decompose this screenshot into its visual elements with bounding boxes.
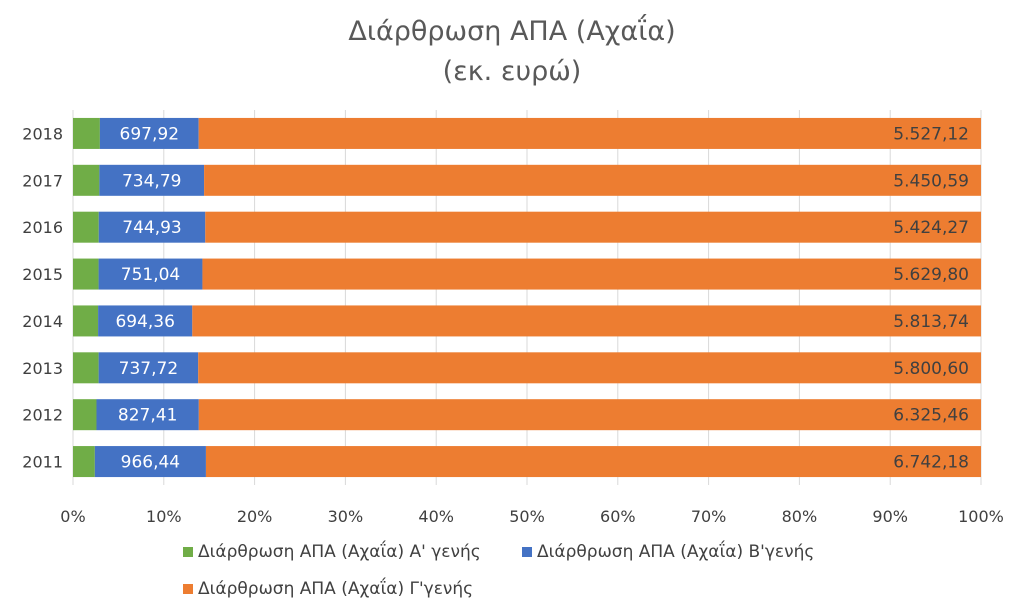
data-label: 744,93	[122, 218, 181, 238]
y-tick-label: 2017	[22, 171, 63, 190]
bar-segment	[96, 399, 199, 431]
data-label: 737,72	[119, 359, 178, 379]
bar-segment	[99, 117, 199, 149]
y-tick-label: 2014	[22, 312, 63, 331]
bar-segment	[73, 211, 99, 243]
y-tick-label: 2011	[22, 453, 63, 472]
x-tick-label: 70%	[691, 507, 727, 526]
x-tick-label: 0%	[60, 507, 85, 526]
y-tick-label: 2018	[22, 124, 63, 143]
data-label: 6.325,46	[893, 406, 969, 426]
bar-segment	[98, 352, 199, 384]
bar-segment	[99, 164, 205, 196]
bar-segment	[73, 164, 100, 196]
bar-segment	[73, 352, 99, 384]
chart-subtitle: (εκ. ευρώ)	[442, 56, 582, 87]
bar-segment	[202, 258, 981, 290]
legend-item-a: Διάρθρωση ΑΠΑ (Αχαΐα) Α' γενής	[183, 542, 481, 562]
data-label: 5.450,59	[893, 171, 969, 191]
data-label: 5.424,27	[893, 218, 969, 238]
bar-segment	[98, 305, 193, 337]
legend-label-b: Διάρθρωση ΑΠΑ (Αχαΐα) Β'γενής	[537, 542, 815, 562]
bar-segment	[73, 399, 97, 431]
bar-segment	[198, 399, 981, 431]
bar-segment	[198, 117, 982, 149]
y-tick-label: 2016	[22, 218, 63, 237]
legend-swatch-a	[183, 547, 193, 557]
bar-segment	[98, 211, 206, 243]
legend-swatch-b	[522, 547, 532, 557]
legend-label-c: Διάρθρωση ΑΠΑ (Αχαΐα) Γ'γενής	[198, 579, 474, 599]
data-label: 694,36	[115, 312, 174, 332]
x-tick-label: 40%	[418, 507, 454, 526]
chart-title: Διάρθρωση ΑΠΑ (Αχαΐα)	[348, 16, 676, 47]
x-tick-label: 10%	[146, 507, 182, 526]
x-tick-label: 20%	[237, 507, 273, 526]
data-label: 5.629,80	[893, 265, 969, 285]
bar-segment	[73, 305, 99, 337]
bar-segment	[192, 305, 981, 337]
data-label: 966,44	[121, 453, 180, 473]
y-tick-label: 2013	[22, 359, 63, 378]
y-tick-label: 2012	[22, 406, 63, 425]
x-tick-label: 30%	[328, 507, 364, 526]
legend-item-c: Διάρθρωση ΑΠΑ (Αχαΐα) Γ'γενής	[183, 579, 473, 599]
data-label: 751,04	[121, 265, 180, 285]
bar-segment	[205, 446, 982, 478]
data-label: 734,79	[122, 171, 181, 191]
x-tick-label: 100%	[958, 507, 1004, 526]
x-tick-label: 90%	[872, 507, 908, 526]
data-label: 827,41	[118, 406, 177, 426]
bar-segment	[205, 211, 982, 243]
legend-item-b: Διάρθρωση ΑΠΑ (Αχαΐα) Β'γενής	[522, 542, 814, 562]
bar-segment	[98, 258, 203, 290]
legend-swatch-c	[183, 584, 193, 594]
data-label: 5.527,12	[893, 124, 969, 144]
legend-label-a: Διάρθρωση ΑΠΑ (Αχαΐα) Α' γενής	[198, 542, 481, 562]
bar-segment	[204, 164, 982, 196]
bar-segment	[198, 352, 981, 384]
x-tick-label: 60%	[600, 507, 636, 526]
data-label: 6.742,18	[893, 453, 969, 473]
bar-segment	[73, 117, 100, 149]
bar-segment	[73, 446, 95, 478]
data-label: 5.800,60	[893, 359, 969, 379]
y-tick-label: 2015	[22, 265, 63, 284]
bar-segment	[94, 446, 206, 478]
bar-segment	[73, 258, 99, 290]
x-tick-label: 50%	[509, 507, 545, 526]
x-tick-label: 80%	[782, 507, 818, 526]
data-label: 5.813,74	[893, 312, 969, 332]
data-label: 697,92	[120, 124, 179, 144]
